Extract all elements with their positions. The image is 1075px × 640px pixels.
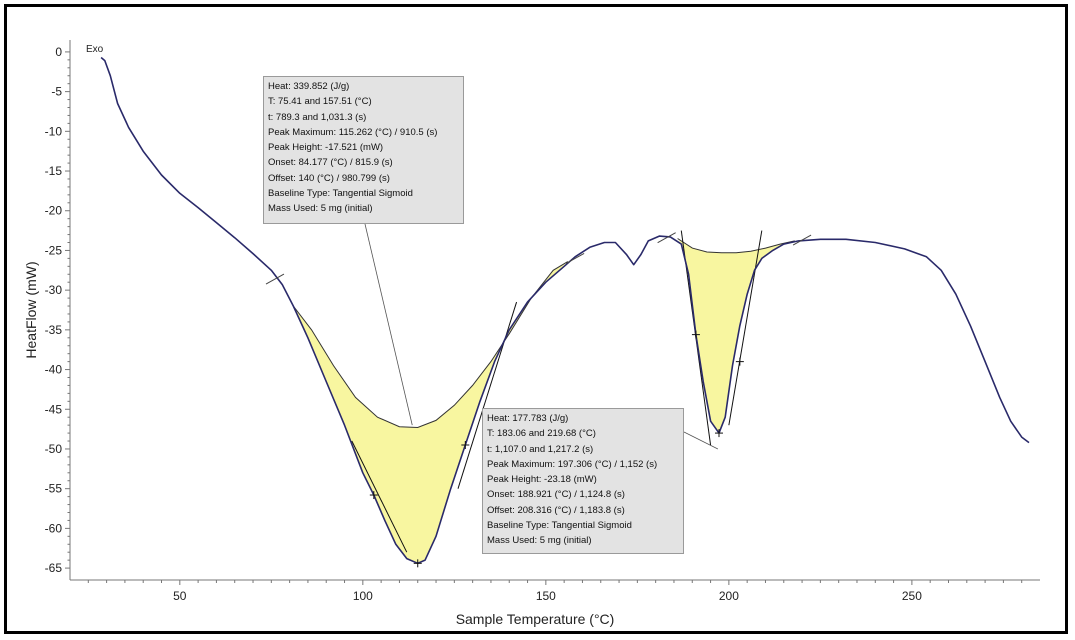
peak-2-temperature-range: T: 183.06 and 219.68 (°C) bbox=[487, 428, 596, 440]
x-tick-label: 200 bbox=[719, 589, 739, 603]
integration-limit-mark bbox=[792, 234, 812, 246]
peak-fills bbox=[293, 238, 795, 564]
peak-2-leader bbox=[683, 431, 719, 450]
x-axis-title: Sample Temperature (°C) bbox=[456, 611, 615, 627]
peak-1-mass-used: Mass Used: 5 mg (initial) bbox=[268, 203, 373, 215]
peak-1-area bbox=[293, 261, 568, 564]
x-tick-label: 50 bbox=[173, 589, 187, 603]
peak-2-baseline-type: Baseline Type: Tangential Sigmoid bbox=[487, 520, 632, 532]
y-tick-label: -15 bbox=[45, 164, 63, 178]
axes: 0 -5 -10 -15 -20 -25 -30 -35 -40 -45 -50 -55 -60 -65 5… bbox=[45, 40, 1040, 603]
peak-1-baseline bbox=[292, 261, 569, 429]
y-tick-label: -10 bbox=[45, 124, 63, 138]
peak-2-offset: Offset: 208.316 (°C) / 1,183.8 (s) bbox=[487, 504, 625, 516]
peak-1-peak-height: Peak Height: -17.521 (mW) bbox=[268, 142, 384, 154]
peak-1-heat: Heat: 339.852 (J/g) bbox=[268, 81, 350, 92]
integration-limit-mark bbox=[657, 232, 676, 244]
y-tick-label: -5 bbox=[51, 85, 62, 99]
peak-2-heat: Heat: 177.783 (J/g) bbox=[487, 413, 569, 424]
heat-flow-line bbox=[100, 56, 1030, 565]
y-axis-title: HeatFlow (mW) bbox=[23, 261, 39, 358]
y-tick-label: -50 bbox=[45, 442, 63, 456]
y-tick-label: -65 bbox=[45, 561, 63, 575]
y-tick-label: -20 bbox=[45, 204, 63, 218]
integration-limit-mark bbox=[565, 252, 585, 264]
peak-1-time-range: t: 789.3 and 1,031.3 (s) bbox=[268, 111, 367, 123]
peak-1-temperature-range: T: 75.41 and 157.51 (°C) bbox=[268, 96, 372, 108]
peak-2-mass-used: Mass Used: 5 mg (initial) bbox=[487, 535, 592, 547]
integration-limit-mark bbox=[265, 273, 285, 285]
peak-2-onset: Onset: 188.921 (°C) / 1,124.8 (s) bbox=[487, 489, 625, 501]
peak-2-peak-maximum: Peak Maximum: 197.306 (°C) / 1,152 (s) bbox=[487, 458, 658, 470]
x-tick-label: 100 bbox=[353, 589, 373, 603]
peak-2-area bbox=[677, 238, 795, 434]
leader-lines bbox=[364, 223, 719, 450]
peak-1-tangent-2 bbox=[457, 301, 518, 489]
marks bbox=[265, 232, 812, 568]
y-tick-label: 0 bbox=[55, 45, 62, 59]
y-tick-label: -60 bbox=[45, 521, 63, 535]
y-tick-label: -40 bbox=[45, 363, 63, 377]
exo-label: Exo bbox=[86, 44, 104, 55]
peak-1-onset: Onset: 84.177 (°C) / 815.9 (s) bbox=[268, 157, 393, 169]
peak-2-info-box: Heat: 177.783 (J/g) T: 183.06 and 219.68… bbox=[482, 408, 684, 554]
y-tick-label: -25 bbox=[45, 243, 63, 257]
peak-1-leader bbox=[364, 223, 413, 426]
x-tick-label: 150 bbox=[536, 589, 556, 603]
peak-2-baseline bbox=[677, 238, 795, 254]
y-tick-label: -30 bbox=[45, 283, 63, 297]
y-tick-label: -35 bbox=[45, 323, 63, 337]
y-tick-label: -45 bbox=[45, 402, 63, 416]
peak-2-peak-height: Peak Height: -23.18 (mW) bbox=[487, 474, 597, 486]
y-tick-label: -55 bbox=[45, 482, 63, 496]
peak-1-baseline-type: Baseline Type: Tangential Sigmoid bbox=[268, 188, 413, 200]
peak-1-offset: Offset: 140 (°C) / 980.799 (s) bbox=[268, 172, 390, 184]
peak-1-tangent-1 bbox=[351, 440, 408, 553]
x-tick-label: 250 bbox=[902, 589, 922, 603]
peak-2-tangent-2 bbox=[728, 230, 763, 426]
peak-1-info-box: Heat: 339.852 (J/g) T: 75.41 and 157.51 … bbox=[263, 76, 464, 224]
peak-1-peak-maximum: Peak Maximum: 115.262 (°C) / 910.5 (s) bbox=[268, 126, 438, 138]
peak-2-time-range: t: 1,107.0 and 1,217.2 (s) bbox=[487, 443, 594, 455]
